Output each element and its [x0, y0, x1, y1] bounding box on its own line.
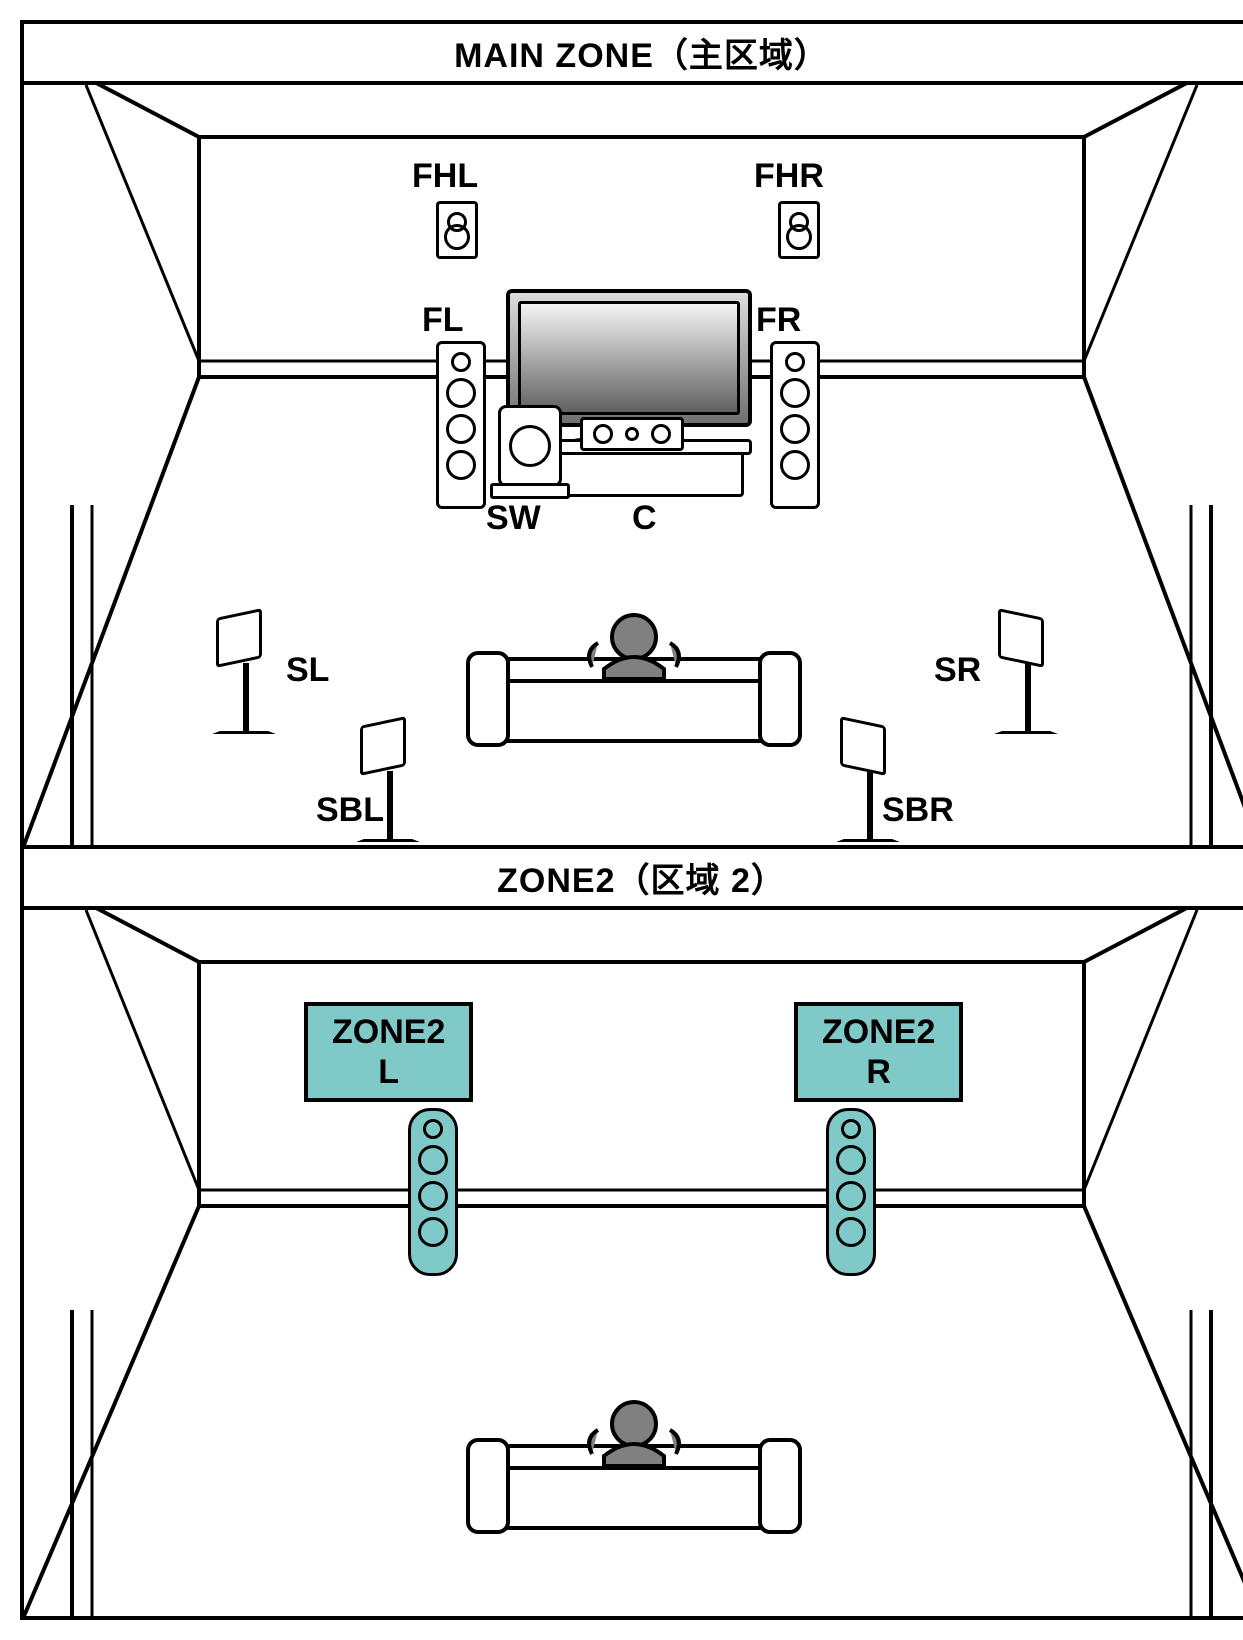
- main-zone-body: FHL FHR FL FR SW C SL SR SBL SBR: [24, 85, 1243, 849]
- zone2-label-r-line1: ZONE2: [822, 1012, 935, 1052]
- speaker-fr: [770, 341, 820, 509]
- couch-zone2: [466, 1396, 802, 1556]
- couch-main: [466, 609, 802, 769]
- main-zone-header: MAIN ZONE（主区域）: [24, 24, 1243, 85]
- zone2-body: ZONE2 L ZONE2 R: [24, 910, 1243, 1616]
- speaker-fhl: [436, 201, 478, 259]
- label-fr: FR: [756, 301, 801, 340]
- speaker-sw-base: [490, 483, 570, 499]
- speaker-sw: [498, 405, 562, 487]
- label-fhr: FHR: [754, 157, 824, 196]
- zone2-label-r-line2: R: [822, 1052, 935, 1092]
- speaker-sr: [998, 613, 1058, 734]
- label-sbl: SBL: [316, 791, 384, 830]
- speaker-sl: [216, 613, 276, 734]
- diagram-container: MAIN ZONE（主区域）: [20, 20, 1243, 1620]
- label-sl: SL: [286, 651, 329, 690]
- zone2-label-l-box: ZONE2 L: [304, 1002, 473, 1102]
- speaker-fl: [436, 341, 486, 509]
- label-fhl: FHL: [412, 157, 478, 196]
- label-sr: SR: [934, 651, 981, 690]
- zone2-header: ZONE2（区域 2）: [24, 849, 1243, 910]
- speaker-fhr: [778, 201, 820, 259]
- label-sw: SW: [486, 499, 541, 538]
- speaker-zone2-l: [408, 1108, 458, 1276]
- zone2-label-l-line2: L: [332, 1052, 445, 1092]
- speaker-center: [580, 417, 684, 451]
- zone2-label-l-line1: ZONE2: [332, 1012, 445, 1052]
- label-c: C: [632, 499, 657, 538]
- speaker-zone2-r: [826, 1108, 876, 1276]
- label-fl: FL: [422, 301, 464, 340]
- zone2-label-r-box: ZONE2 R: [794, 1002, 963, 1102]
- label-sbr: SBR: [882, 791, 954, 830]
